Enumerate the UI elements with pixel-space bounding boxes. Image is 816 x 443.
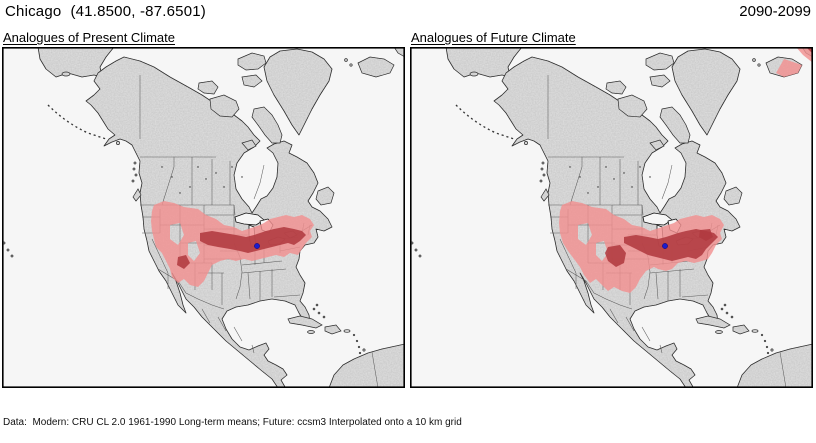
city-name: Chicago — [5, 3, 62, 20]
present-climate-map-svg — [2, 47, 405, 388]
city-marker-dot — [254, 243, 260, 249]
city-coordinates: (41.8500, -87.6501) — [70, 3, 207, 20]
future-map-title: Analogues of Future Climate — [411, 30, 576, 45]
future-climate-map — [410, 47, 813, 388]
page-title: Chicago (41.8500, -87.6501) — [5, 3, 206, 20]
footer-data-line: Data: Modern: CRU CL 2.0 1961-1990 Long-… — [3, 417, 462, 428]
analogue-region-present — [151, 201, 314, 287]
footer-credits: Data: Modern: CRU CL 2.0 1961-1990 Long-… — [3, 390, 723, 443]
city-marker-dot — [662, 243, 668, 249]
present-climate-map — [2, 47, 405, 388]
map-frame — [410, 47, 813, 388]
analogue-region-future — [559, 47, 813, 293]
period-label: 2090-2099 — [739, 3, 811, 20]
future-climate-map-svg — [410, 47, 813, 388]
map-frame — [2, 47, 405, 388]
present-map-title: Analogues of Present Climate — [3, 30, 175, 45]
